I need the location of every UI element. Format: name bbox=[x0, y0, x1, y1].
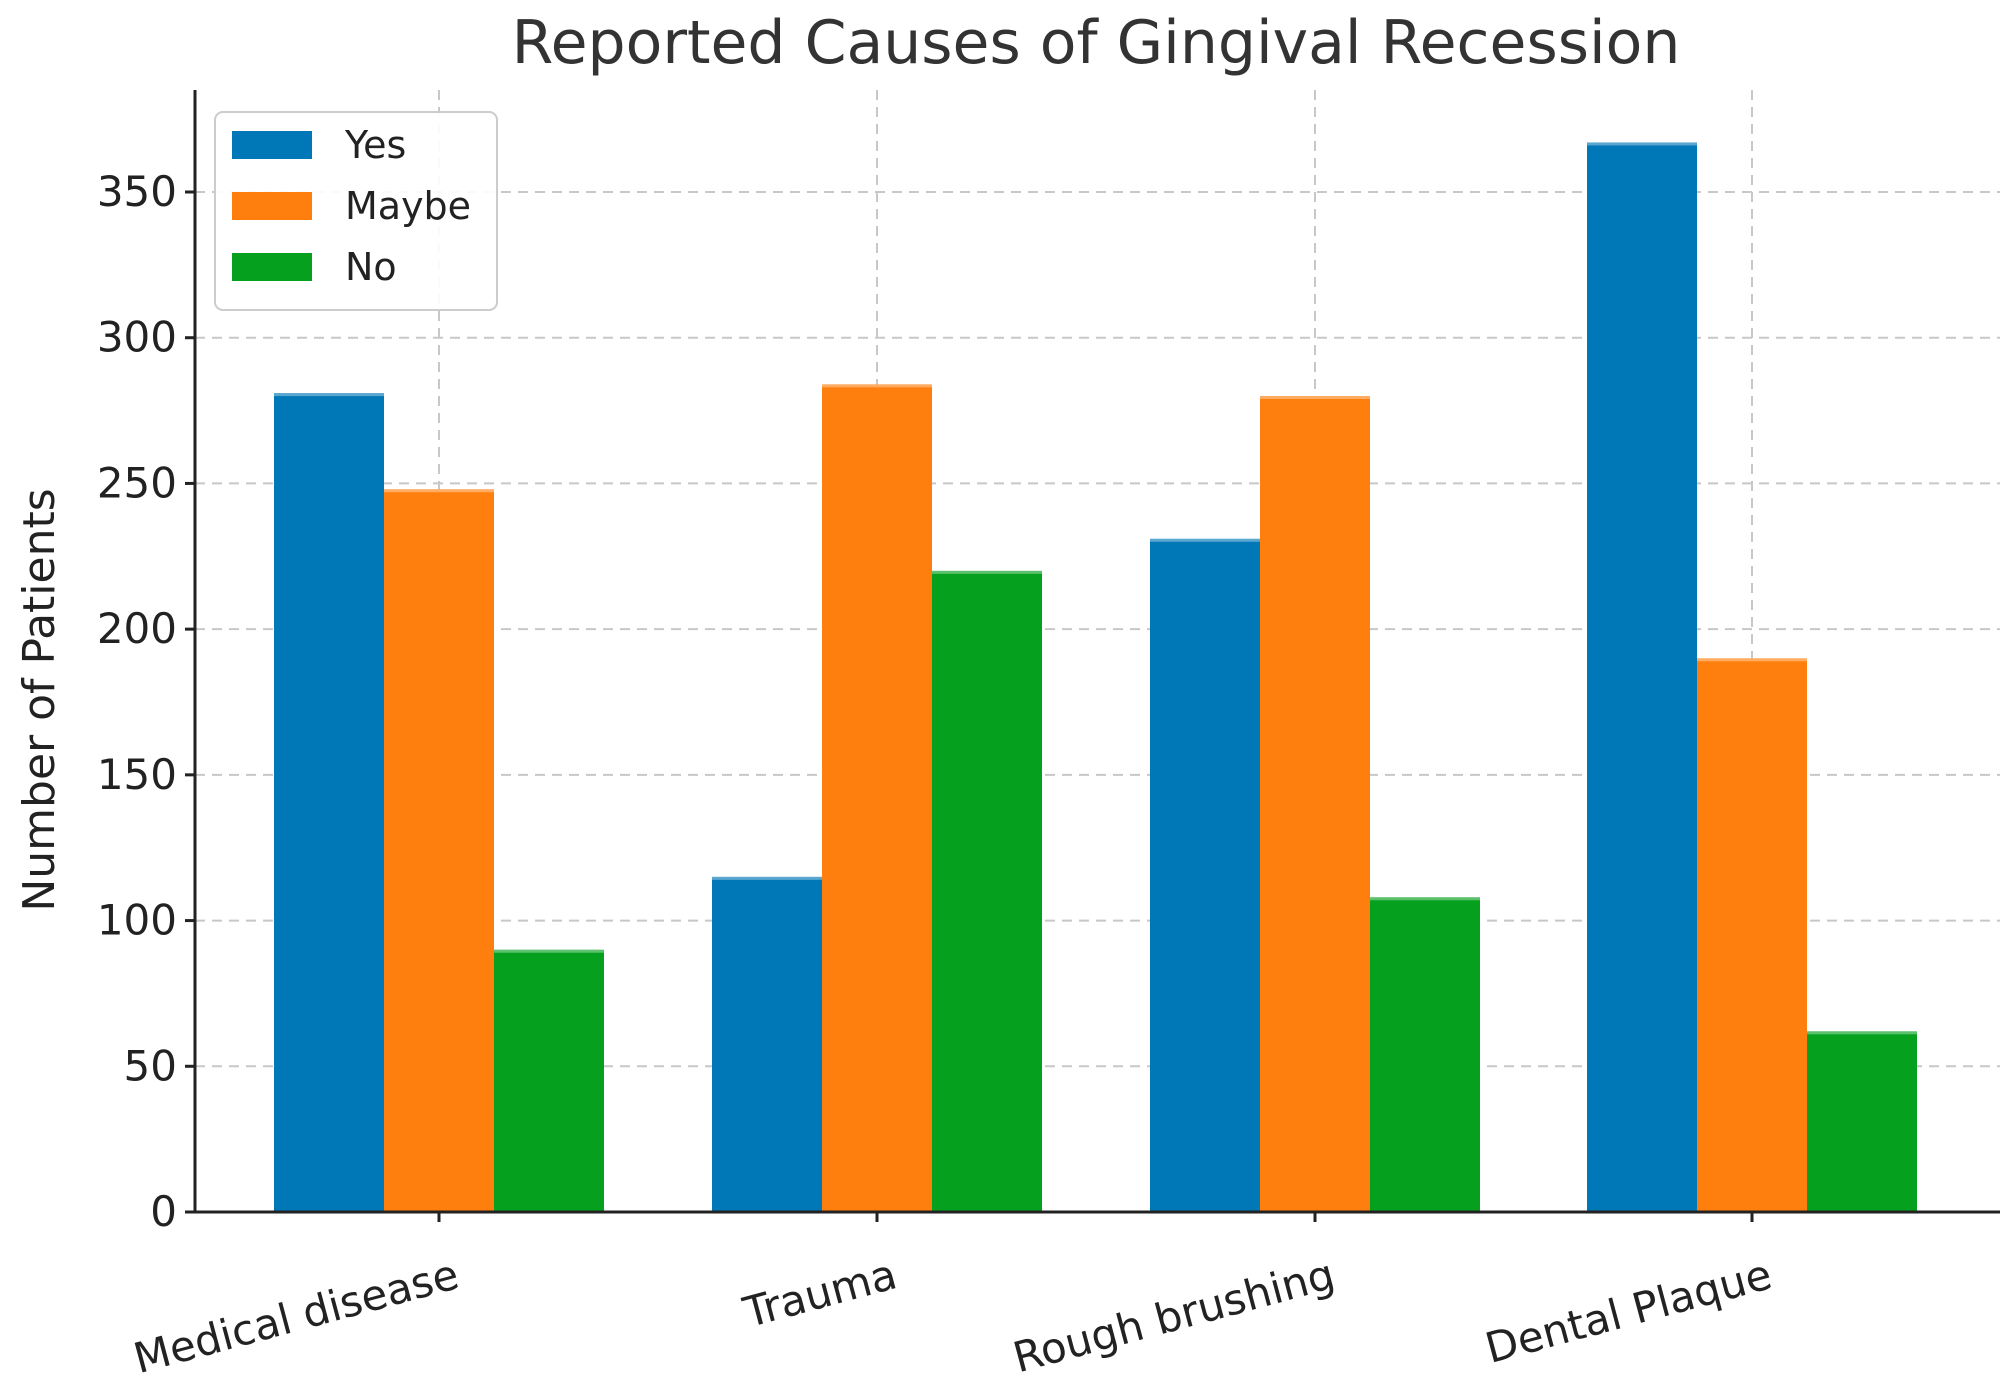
bar-maybe-0 bbox=[384, 489, 494, 1212]
bar-no-3 bbox=[1807, 1031, 1917, 1212]
bar-highlight bbox=[494, 949, 604, 953]
bar-maybe-2 bbox=[1260, 396, 1370, 1212]
legend-swatch-yes bbox=[232, 131, 312, 159]
x-tick-label: Rough brushing bbox=[1008, 1249, 1340, 1382]
legend-swatch-maybe bbox=[232, 192, 312, 220]
y-tick-label: 350 bbox=[97, 167, 177, 216]
bar-highlight bbox=[1260, 396, 1370, 399]
bar-no-2 bbox=[1370, 897, 1480, 1212]
x-axis-ticks: Medical disease Trauma Rough brushing Denta… bbox=[129, 1212, 1777, 1383]
bar-highlight bbox=[1807, 1031, 1917, 1035]
y-tick-label: 250 bbox=[97, 458, 177, 507]
bar-yes-3 bbox=[1587, 142, 1697, 1212]
y-tick-label: 100 bbox=[97, 896, 177, 945]
bar-highlight bbox=[1370, 897, 1480, 901]
bar-no-1 bbox=[932, 570, 1042, 1212]
legend-entries: Yes Maybe No bbox=[232, 123, 471, 289]
legend-label-yes: Yes bbox=[344, 123, 406, 167]
legend-swatch-no bbox=[232, 253, 312, 281]
bar-no-0 bbox=[494, 949, 604, 1212]
bar-highlight bbox=[822, 384, 932, 388]
y-tick-label: 50 bbox=[124, 1041, 177, 1090]
x-tick-label: Medical disease bbox=[129, 1249, 464, 1383]
bar-highlight bbox=[274, 393, 384, 397]
y-axis-label: Number of Patients bbox=[14, 488, 65, 911]
bar-maybe-1 bbox=[822, 384, 932, 1212]
legend-label-no: No bbox=[345, 245, 397, 289]
y-tick-label: 300 bbox=[97, 313, 177, 362]
x-tick-label: Trauma bbox=[738, 1249, 902, 1337]
bar-yes-0 bbox=[274, 393, 384, 1213]
bar-maybe-3 bbox=[1697, 658, 1807, 1212]
y-tick-label: 200 bbox=[97, 604, 177, 653]
legend-label-maybe: Maybe bbox=[345, 184, 471, 228]
y-axis-ticks: 0 50 100 150 200 250 300 350 bbox=[97, 167, 195, 1236]
chart-title: Reported Causes of Gingival Recession bbox=[512, 8, 1681, 78]
x-tick-label: Dental Plaque bbox=[1480, 1249, 1777, 1372]
y-tick-label: 0 bbox=[150, 1187, 177, 1236]
bar-highlight bbox=[1697, 658, 1807, 662]
bars bbox=[274, 142, 1917, 1213]
bar-highlight bbox=[932, 570, 1042, 574]
bar-yes-1 bbox=[712, 876, 822, 1212]
bar-yes-2 bbox=[1150, 538, 1260, 1212]
y-tick-label: 150 bbox=[97, 750, 177, 799]
bar-highlight bbox=[384, 489, 494, 493]
bar-highlight bbox=[712, 876, 822, 880]
bar-highlight bbox=[1150, 538, 1260, 542]
bar-highlight bbox=[1587, 142, 1697, 146]
legend: Yes Maybe No bbox=[214, 111, 498, 311]
